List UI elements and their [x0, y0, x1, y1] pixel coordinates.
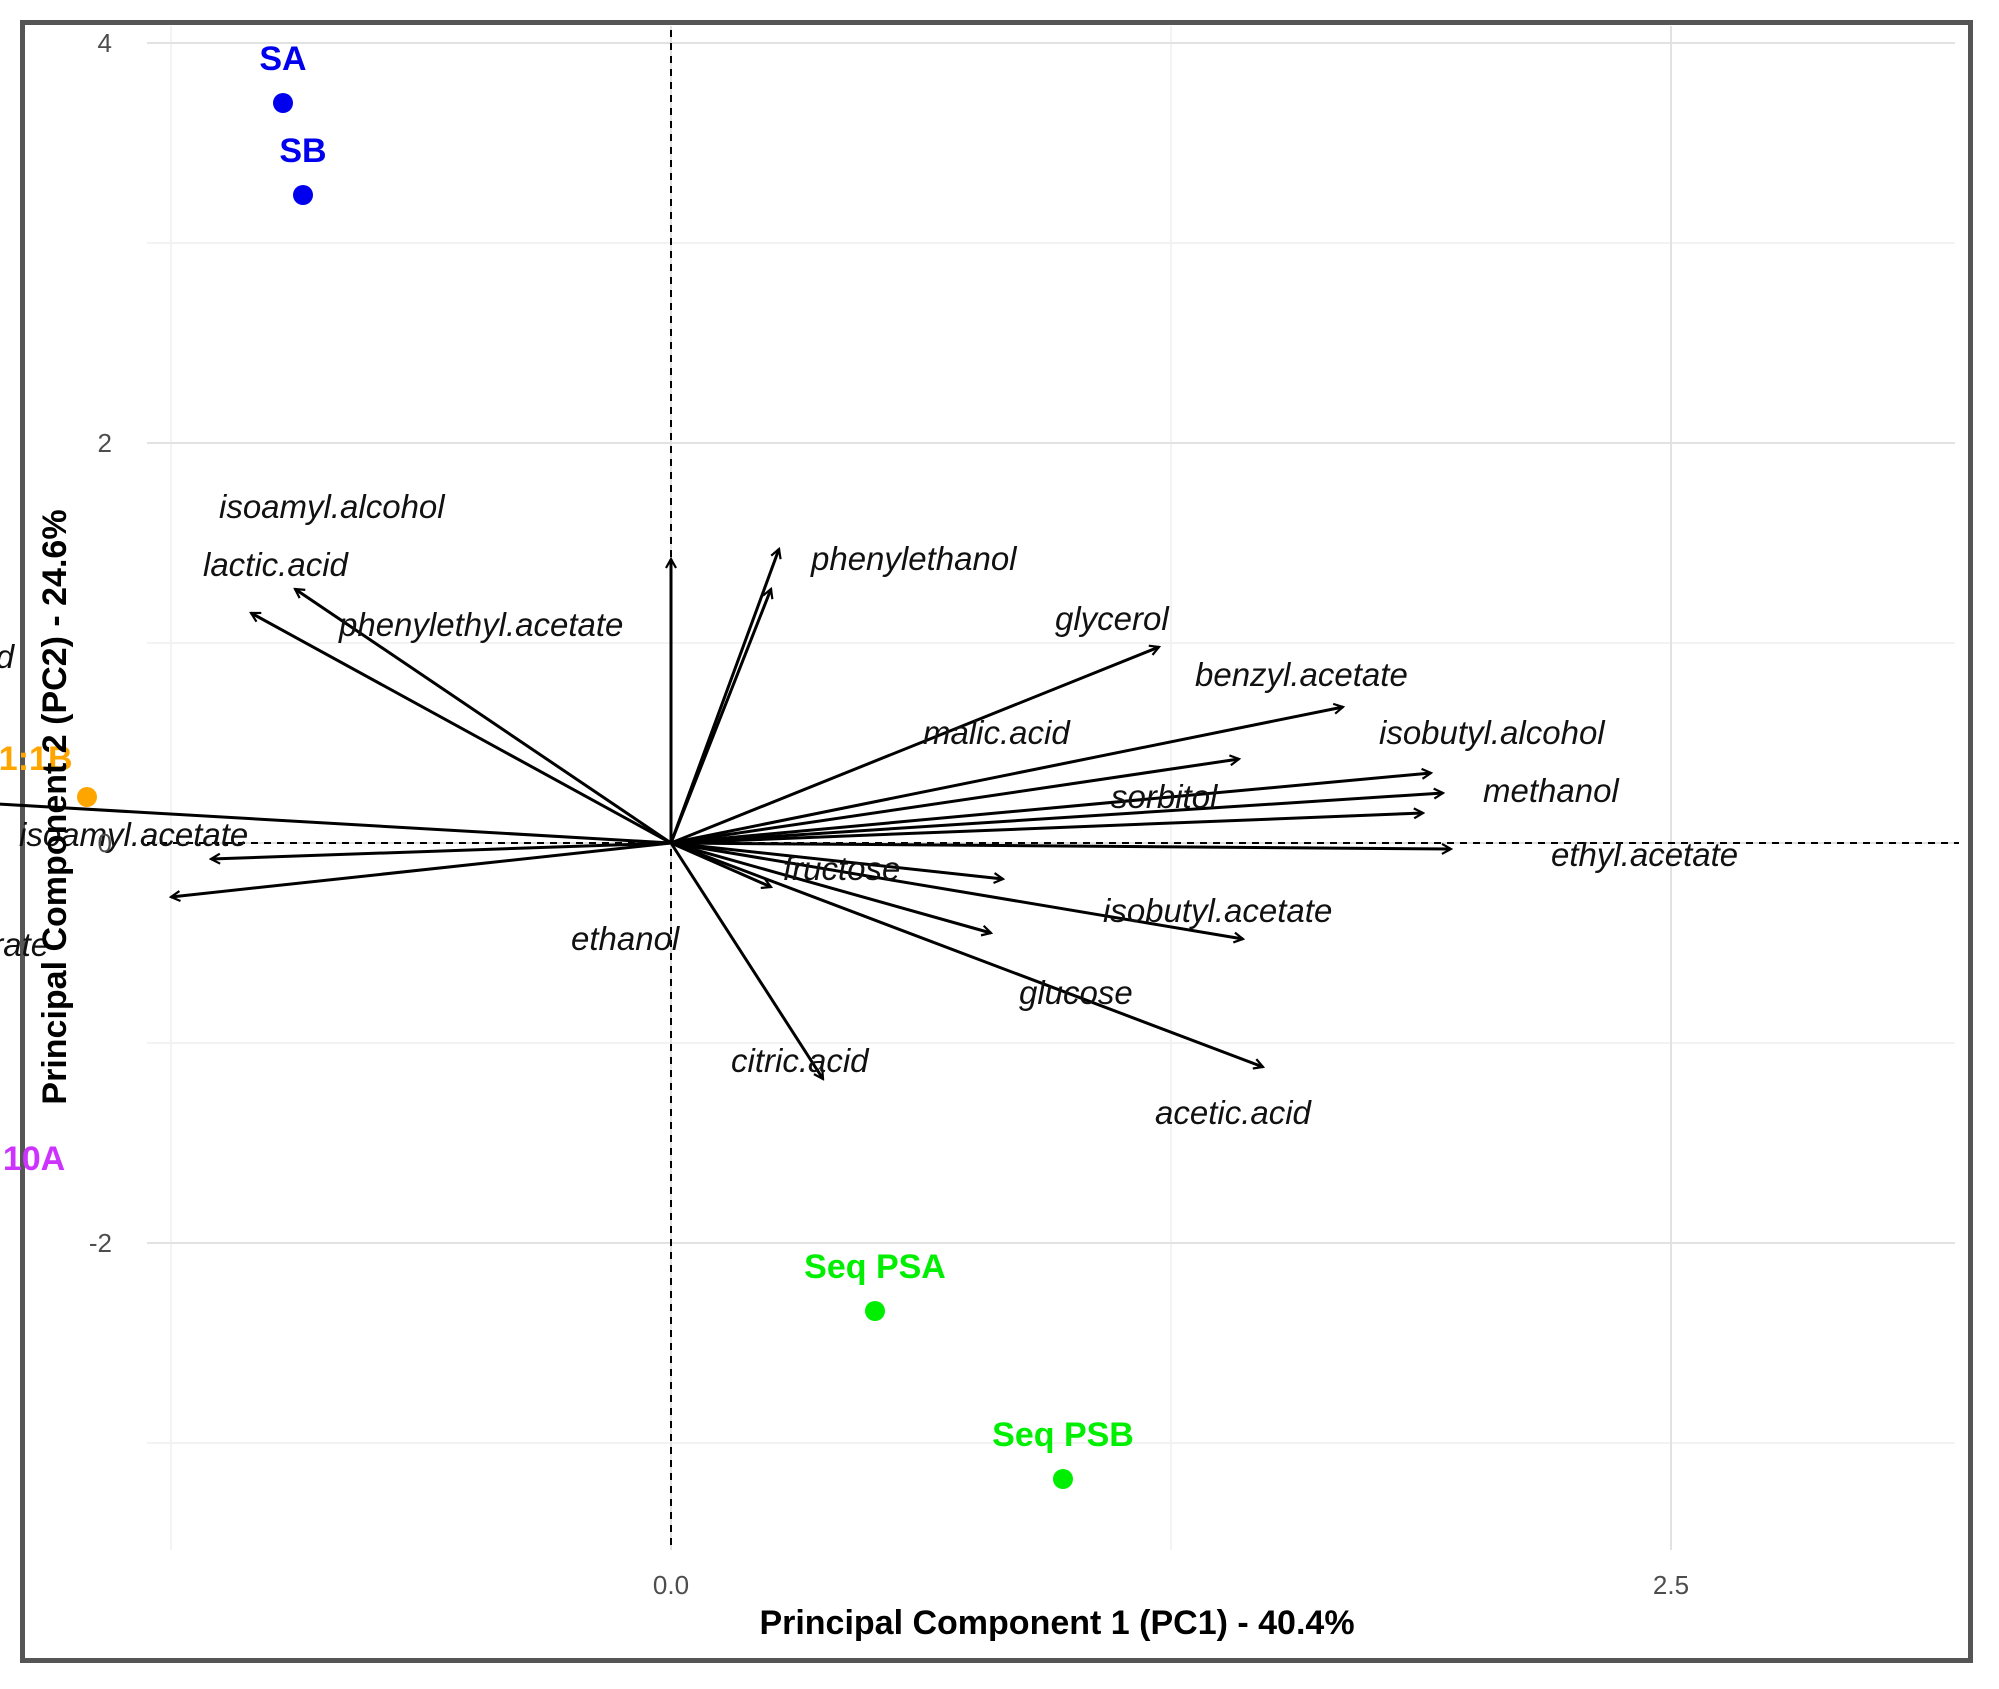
loading-arrow-ethyl-butyrate — [171, 841, 672, 897]
loading-label-phenylethanol: phenylethanol — [810, 540, 1018, 577]
loading-arrow-acetic-acid — [670, 841, 1263, 1067]
loading-arrow-ethyl-acetate — [670, 841, 1451, 849]
figure-frame — [20, 20, 1973, 1663]
loading-label-benzyl-acetate: benzyl.acetate — [1195, 656, 1408, 693]
sample-point-sa — [273, 93, 293, 113]
loading-label-citric-acid: citric.acid — [731, 1042, 870, 1079]
x-tick-label: 0.0 — [653, 1570, 689, 1600]
y-tick-labels: -2 0 2 4 — [89, 28, 112, 1258]
loading-label-lactic-acid: lactic.acid — [203, 546, 350, 583]
loading-label-isoamyl-acetate: isoamyl.acetate — [19, 816, 248, 853]
loading-arrow-sorbitol — [670, 813, 1423, 845]
loading-label-ethyl-butyrate: ethyl.butyrate — [0, 926, 49, 963]
loading-label-ethanol: ethanol — [571, 920, 681, 957]
loading-label-acetic-acid: acetic.acid — [1155, 1094, 1313, 1131]
sample-point-sb — [293, 185, 313, 205]
loading-arrow-isobutyl-acetate — [670, 841, 1243, 939]
loading-label-isobutyl-alcohol: isobutyl.alcohol — [1379, 714, 1606, 751]
loading-arrow-isoamyl-acetate — [211, 841, 672, 859]
loading-arrow-malic-acid — [670, 759, 1239, 845]
x-axis-title: Principal Component 1 (PC1) - 40.4% — [759, 1604, 1354, 1642]
loading-label-isoamyl-alcohol: isoamyl.alcohol — [219, 488, 446, 525]
loading-arrow-citric-acid — [669, 842, 825, 1079]
x-tick-label: 2.5 — [1653, 1570, 1689, 1600]
sample-label-sim-1-1b: Sim 1:1B — [0, 740, 73, 778]
minor-gridlines — [147, 26, 1955, 1550]
loading-arrow-benzyl-acetate — [670, 707, 1343, 845]
loading-labels: isoamyl.alcohol phenylethanol lactic.acid p… — [0, 488, 1738, 1131]
x-tick-labels: -2.50.02.55.0 — [653, 1570, 1689, 1600]
y-tick-label: 2 — [98, 428, 112, 458]
loading-label-sorbitol: sorbitol — [1111, 778, 1219, 815]
sample-label-sim-1-10a: Sim 1:10A — [0, 1140, 65, 1178]
sample-point-seq-psa — [865, 1301, 885, 1321]
loading-label-malic-acid: malic.acid — [923, 714, 1071, 751]
sample-point-seq-psb — [1053, 1469, 1073, 1489]
loading-arrow-methanol — [670, 793, 1443, 845]
loading-arrow-phenylethyl-acetate — [669, 589, 771, 844]
loading-arrow-glycerol — [670, 647, 1159, 845]
y-axis-title: Principal Component 2 (PC2) - 24.6% — [36, 509, 74, 1104]
major-gridlines — [147, 26, 1955, 1550]
y-tick-label: -2 — [89, 1228, 112, 1258]
sample-label-sa: SA — [259, 40, 306, 78]
loading-arrow-fructose — [670, 841, 1003, 879]
loading-label-succinic-acid: succinic.acid — [0, 638, 16, 675]
sample-points — [77, 93, 1073, 1489]
sample-labels: SASBPAPBSeq SPBSeq SPASim 1:1ASim 1:1BSi… — [0, 40, 1134, 1454]
loading-arrow-lactic-acid — [295, 589, 672, 845]
reference-lines — [147, 30, 1959, 1550]
sample-label-sb: SB — [279, 132, 326, 170]
loading-arrow-succinic-acid — [251, 611, 672, 845]
y-tick-label: 0 — [98, 828, 112, 858]
loading-label-ethyl-acetate: ethyl.acetate — [1551, 836, 1738, 873]
loading-label-glucose: glucose — [1019, 974, 1133, 1011]
loading-label-glycerol: glycerol — [1055, 600, 1170, 637]
loading-label-phenylethyl-acetate: phenylethyl.acetate — [338, 606, 623, 643]
sample-label-seq-psa: Seq PSA — [804, 1248, 946, 1286]
loading-arrows — [0, 549, 1451, 1079]
y-tick-label: 4 — [98, 28, 112, 58]
loading-label-fructose: fructose — [783, 850, 900, 887]
sample-point-sim-1-1b — [77, 787, 97, 807]
loading-label-methanol: methanol — [1483, 772, 1620, 809]
loading-arrow-glucose — [670, 841, 991, 933]
loading-label-isobutyl-acetate: isobutyl.acetate — [1103, 892, 1332, 929]
loading-arrow-ethyl-hexanoate — [0, 802, 672, 845]
loading-arrow-isobutyl-alcohol — [670, 773, 1431, 845]
sample-label-seq-psb: Seq PSB — [992, 1416, 1134, 1454]
